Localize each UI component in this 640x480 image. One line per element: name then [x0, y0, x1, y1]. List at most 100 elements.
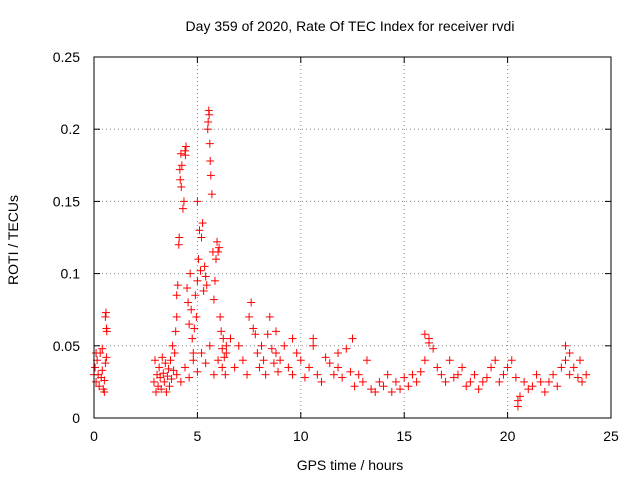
data-point: [157, 385, 166, 394]
data-point: [176, 175, 185, 184]
data-point: [350, 382, 359, 391]
data-point: [95, 382, 104, 391]
data-point: [305, 363, 314, 372]
data-point: [313, 370, 322, 379]
data-point: [582, 370, 591, 379]
data-point: [216, 312, 225, 321]
data-point: [214, 247, 223, 256]
data-point: [170, 349, 179, 358]
data-point: [404, 382, 413, 391]
data-point: [201, 359, 210, 368]
data-point: [197, 349, 206, 358]
data-point: [215, 243, 224, 252]
data-point: [511, 373, 520, 382]
data-point: [176, 149, 185, 158]
data-point: [549, 370, 558, 379]
data-point: [524, 385, 533, 394]
data-point: [251, 330, 260, 339]
data-point: [180, 363, 189, 372]
data-point: [573, 373, 582, 382]
data-point: [569, 363, 578, 372]
data-point: [190, 324, 199, 333]
data-point: [513, 396, 522, 405]
data-point: [453, 370, 462, 379]
x-tick-label: 20: [500, 428, 516, 444]
data-point: [474, 385, 483, 394]
data-point: [391, 377, 400, 386]
data-point: [198, 219, 207, 228]
data-point: [167, 375, 176, 384]
data-point: [183, 284, 192, 293]
data-point: [92, 349, 101, 358]
data-point: [213, 237, 222, 246]
data-point: [179, 197, 188, 206]
data-point: [195, 226, 204, 235]
data-point: [257, 341, 266, 350]
data-point: [217, 327, 226, 336]
data-point: [200, 262, 209, 271]
chart-title: Day 359 of 2020, Rate Of TEC Index for r…: [186, 18, 515, 34]
data-point: [98, 344, 107, 353]
data-point: [288, 334, 297, 343]
data-point: [166, 356, 175, 365]
y-tick-label: 0.2: [61, 121, 81, 137]
data-point: [172, 312, 181, 321]
x-tick-label: 0: [90, 428, 98, 444]
data-point: [255, 363, 264, 372]
data-point: [449, 373, 458, 382]
data-point: [487, 363, 496, 372]
x-tick-label: 25: [603, 428, 619, 444]
data-point: [221, 370, 230, 379]
data-point: [230, 363, 239, 372]
data-point: [164, 364, 173, 373]
data-point: [174, 240, 183, 249]
data-point: [100, 376, 109, 385]
data-point: [209, 295, 218, 304]
data-point: [470, 370, 479, 379]
data-point: [101, 308, 110, 317]
data-point: [210, 276, 219, 285]
data-point: [292, 349, 301, 358]
data-point: [379, 382, 388, 391]
y-tick-labels: 0 0.05 0.1 0.15 0.2 0.25: [53, 49, 80, 426]
data-point: [358, 377, 367, 386]
data-point: [193, 276, 202, 285]
data-point: [553, 382, 562, 391]
data-point: [557, 363, 566, 372]
data-point: [209, 370, 218, 379]
data-point: [265, 312, 274, 321]
data-point: [206, 171, 215, 180]
data-point: [503, 363, 512, 372]
data-point: [243, 370, 252, 379]
y-tick-label: 0.25: [53, 49, 80, 65]
data-point: [300, 373, 309, 382]
data-point: [433, 363, 442, 372]
data-point: [354, 370, 363, 379]
data-point: [329, 370, 338, 379]
grid: [94, 57, 611, 418]
data-point: [202, 281, 211, 290]
data-point: [101, 359, 110, 368]
data-point: [218, 344, 227, 353]
data-point: [199, 286, 208, 295]
data-point: [102, 353, 111, 362]
y-tick-label: 0.15: [53, 193, 80, 209]
data-point: [182, 142, 191, 151]
x-tick-label: 5: [194, 428, 202, 444]
data-point: [152, 388, 161, 397]
data-point: [247, 298, 256, 307]
data-point: [338, 373, 347, 382]
data-point: [516, 392, 525, 401]
data-point: [507, 356, 516, 365]
data-point: [149, 377, 158, 386]
data-point: [226, 334, 235, 343]
data-point: [194, 255, 203, 264]
data-point: [408, 370, 417, 379]
data-point: [499, 370, 508, 379]
data-point: [220, 353, 229, 362]
data-point: [160, 377, 169, 386]
data-point: [212, 255, 221, 264]
data-point: [92, 377, 101, 386]
data-point: [219, 334, 228, 343]
data-point: [161, 359, 170, 368]
